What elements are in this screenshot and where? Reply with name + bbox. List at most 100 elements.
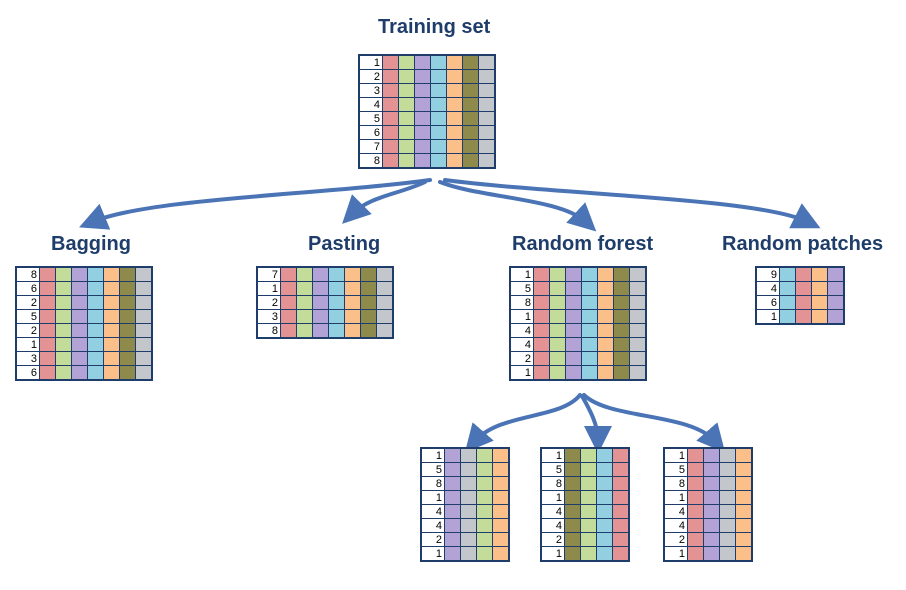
sample-index: 8 bbox=[509, 295, 534, 310]
sample-index: 1 bbox=[420, 546, 445, 562]
feature-cell-blue bbox=[430, 54, 447, 70]
feature-cell-purple bbox=[71, 323, 88, 338]
feature-cell-purple bbox=[414, 69, 431, 84]
feature-cell-orange bbox=[344, 281, 361, 296]
sample-index: 1 bbox=[663, 546, 688, 562]
feature-cell-gray bbox=[376, 309, 394, 324]
feature-cell-orange bbox=[597, 337, 614, 352]
feature-cell-olive bbox=[564, 532, 581, 547]
feature-cell-olive bbox=[119, 337, 136, 352]
feature-cell-green bbox=[580, 546, 597, 562]
sample-index: 5 bbox=[663, 462, 688, 477]
title-random-patches: Random patches bbox=[722, 233, 884, 255]
feature-cell-orange bbox=[103, 365, 120, 381]
feature-cell-red bbox=[612, 518, 630, 533]
feature-cell-orange bbox=[492, 504, 510, 519]
arrow-to-forest-subset-2 bbox=[580, 394, 612, 454]
feature-cell-red bbox=[280, 295, 297, 310]
feature-cell-red bbox=[382, 69, 399, 84]
feature-cell-olive bbox=[613, 266, 630, 282]
feature-cell-green bbox=[296, 266, 313, 282]
arrow-to-random-patches bbox=[443, 178, 821, 229]
feature-cell-gray bbox=[629, 281, 647, 296]
table-row: 4 bbox=[663, 518, 753, 533]
table-row: 5 bbox=[358, 111, 496, 126]
sample-index: 1 bbox=[540, 490, 565, 505]
feature-cell-blue bbox=[328, 309, 345, 324]
feature-cell-green bbox=[549, 323, 566, 338]
feature-cell-red bbox=[687, 546, 704, 562]
feature-cell-gray bbox=[719, 532, 736, 547]
feature-cell-orange bbox=[811, 309, 828, 325]
feature-cell-olive bbox=[462, 69, 479, 84]
feature-cell-red bbox=[382, 97, 399, 112]
feature-cell-olive bbox=[119, 281, 136, 296]
feature-cell-red bbox=[39, 323, 56, 338]
feature-cell-gray bbox=[460, 504, 477, 519]
feature-cell-green bbox=[549, 266, 566, 282]
feature-cell-purple bbox=[444, 518, 461, 533]
table-row: 1 bbox=[420, 546, 510, 562]
feature-cell-red bbox=[39, 365, 56, 381]
feature-cell-blue bbox=[87, 337, 104, 352]
feature-cell-gray bbox=[135, 351, 153, 366]
feature-cell-blue bbox=[596, 532, 613, 547]
feature-cell-red bbox=[687, 490, 704, 505]
feature-cell-olive bbox=[564, 518, 581, 533]
feature-cell-orange bbox=[103, 323, 120, 338]
feature-cell-blue bbox=[87, 295, 104, 310]
feature-cell-green bbox=[580, 462, 597, 477]
feature-cell-gray bbox=[460, 532, 477, 547]
feature-cell-green bbox=[549, 295, 566, 310]
feature-cell-blue bbox=[430, 125, 447, 140]
table-row: 1 bbox=[540, 490, 630, 505]
feature-cell-olive bbox=[119, 266, 136, 282]
feature-cell-gray bbox=[135, 295, 153, 310]
feature-cell-green bbox=[580, 504, 597, 519]
feature-cell-gray bbox=[135, 323, 153, 338]
feature-cell-red bbox=[39, 295, 56, 310]
feature-cell-green bbox=[549, 281, 566, 296]
feature-cell-green bbox=[476, 532, 493, 547]
feature-cell-gray bbox=[376, 266, 394, 282]
sample-index: 2 bbox=[15, 295, 40, 310]
feature-cell-red bbox=[280, 309, 297, 324]
feature-cell-gray bbox=[478, 83, 496, 98]
feature-cell-orange bbox=[597, 323, 614, 338]
feature-cell-purple bbox=[71, 309, 88, 324]
feature-cell-green bbox=[476, 490, 493, 505]
feature-cell-red bbox=[39, 266, 56, 282]
feature-cell-red bbox=[382, 111, 399, 126]
sample-index: 5 bbox=[540, 462, 565, 477]
feature-cell-purple bbox=[565, 351, 582, 366]
feature-cell-orange bbox=[344, 266, 361, 282]
feature-cell-green bbox=[398, 69, 415, 84]
feature-cell-gray bbox=[719, 546, 736, 562]
feature-cell-olive bbox=[360, 309, 377, 324]
feature-cell-olive bbox=[119, 351, 136, 366]
feature-cell-purple bbox=[565, 281, 582, 296]
feature-cell-purple bbox=[71, 295, 88, 310]
feature-cell-red bbox=[39, 351, 56, 366]
feature-cell-gray bbox=[135, 365, 153, 381]
feature-cell-red bbox=[533, 281, 550, 296]
feature-cell-orange bbox=[446, 83, 463, 98]
sample-index: 4 bbox=[540, 504, 565, 519]
feature-cell-blue bbox=[596, 490, 613, 505]
feature-cell-gray bbox=[478, 125, 496, 140]
feature-cell-red bbox=[39, 309, 56, 324]
feature-cell-gray bbox=[629, 351, 647, 366]
feature-cell-green bbox=[549, 351, 566, 366]
feature-cell-green bbox=[55, 266, 72, 282]
feature-cell-gray bbox=[719, 490, 736, 505]
feature-cell-gray bbox=[478, 97, 496, 112]
table-row: 3 bbox=[358, 83, 496, 98]
feature-cell-olive bbox=[462, 111, 479, 126]
table-row: 4 bbox=[540, 504, 630, 519]
feature-cell-orange bbox=[344, 295, 361, 310]
feature-cell-orange bbox=[735, 546, 753, 562]
arrow-to-pasting bbox=[342, 180, 427, 224]
sample-index: 1 bbox=[509, 266, 534, 282]
